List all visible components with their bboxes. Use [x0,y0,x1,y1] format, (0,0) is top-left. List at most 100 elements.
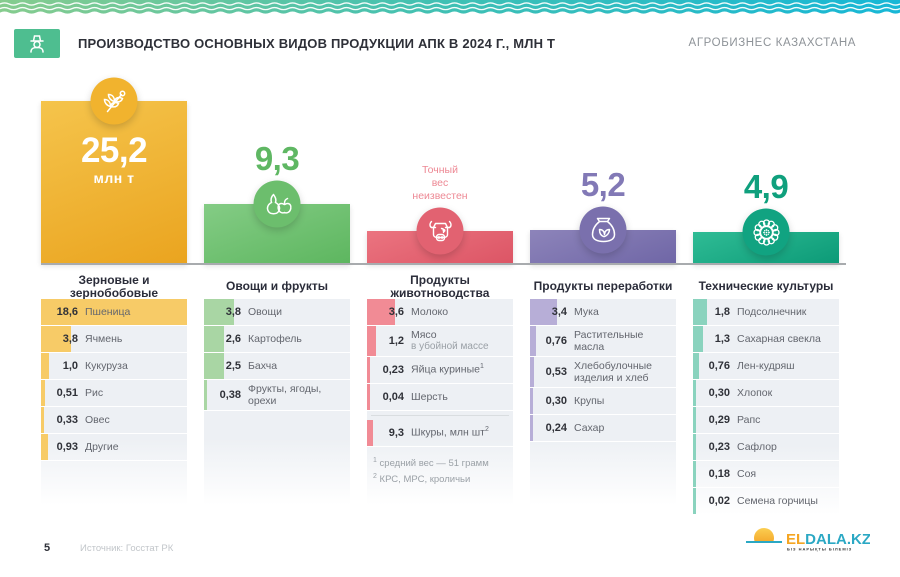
item-row: 1,3 Сахарная свекла [693,326,839,353]
category-label: Продукты переработки [533,279,673,294]
item-value: 1,2 [388,334,404,347]
item-value-bar [530,415,533,442]
category-column-3: Точный вес неизвестен Продукты животноводст… [367,64,513,515]
item-row: 3,8 Овощи [204,299,350,326]
flour-sack-icon [579,206,627,254]
item-row: 2,6 Картофель [204,326,350,353]
item-value-bar [530,357,534,388]
sunflower-icon [742,208,790,256]
item-value-bar [41,380,45,406]
category-label: Продукты животноводства [390,272,490,300]
item-value-bar [693,326,703,352]
item-row: 0,76 Лен-кудряш [693,353,839,380]
svg-text:ELDALA.KZ: ELDALA.KZ [786,531,870,548]
item-row: 0,38 Фрукты, ягоды, орехи [204,380,350,412]
item-label: Овощи [248,305,282,318]
item-value-bar [367,299,395,325]
item-label: Фрукты, ягоды, орехи [248,383,322,408]
item-row: 0,93 Другие [41,434,187,461]
item-row: 0,30 Хлопок [693,380,839,407]
item-value: 0,02 [708,495,730,507]
item-value-bar [204,326,224,352]
cow-icon [416,207,464,255]
item-row: 0,02 Семена горчицы [693,488,839,515]
item-value-bar [693,461,696,487]
item-label: Подсолнечник [737,305,807,318]
eldala-logo: ELDALA.KZ БІЗ НАРЫҚТЫ БІЛЕМІЗ [746,528,870,552]
footnote: 1 средний вес — 51 грамм [373,456,489,469]
divider [371,414,509,416]
item-label: Шерсть [411,390,448,403]
item-value-bar [367,356,370,383]
item-value: 1,0 [62,360,78,372]
category-label: Технические культуры [698,279,834,294]
item-value-bar [693,353,699,379]
item-row: 0,51 Рис [41,380,187,407]
item-value-bar [41,326,71,352]
item-label: Сахар [574,422,605,435]
item-value: 0,33 [56,414,78,426]
item-value: 18,6 [56,306,78,318]
item-value: 3,6 [388,306,404,318]
logo-part1: EL [786,531,805,548]
total-unit: млн т [93,169,135,186]
category-bar [41,101,187,264]
item-row: 1,2 Мясо в убойной массе [367,326,513,357]
item-value-bar [41,353,49,379]
item-value: 0,04 [382,390,404,403]
item-label: Кукуруза [85,359,128,372]
page-number: 5 [44,542,51,554]
logo-part2: DALA.KZ [805,531,870,548]
item-label: Хлебобулочные изделия и хлеб [574,360,653,385]
item-value-bar [204,299,234,325]
item-row: 0,53 Хлебобулочные изделия и хлеб [530,357,676,389]
item-value-bar [693,380,696,406]
chart-zone: Точный вес неизвестен [367,64,513,264]
item-label: Другие [85,440,119,453]
item-row: 9,3 Шкуры, млн шт2 [367,419,513,447]
item-value: 0,76 [545,335,567,348]
weight-unknown-note: Точный вес неизвестен [412,164,468,203]
item-label: Крупы [574,395,605,408]
total-value: 25,2 [80,130,148,170]
item-row: 3,8 Ячмень [41,326,187,353]
item-row: 1,0 Кукуруза [41,353,187,380]
item-label: Картофель [248,332,302,345]
item-label: Растительные масла [574,329,644,354]
item-value: 0,93 [56,441,78,453]
item-value-bar [693,299,707,325]
sun-icon [754,528,774,541]
brand-label: АГРОБИЗНЕС КАЗАХСТАНА [688,37,856,49]
item-value: 2,5 [225,360,241,372]
item-label: Семена горчицы [737,494,818,507]
items-panel: 3,4 Мука 0,76 Растительные масла 0,53 Хлебобу… [530,299,676,505]
items-panel: 3,6 Молоко 1,2 Мясо в убойной массе 0,23 Яйца … [367,299,513,505]
item-value: 2,6 [225,333,241,345]
item-value: 0,18 [708,468,730,480]
category-column-4: 5,2 Продукты переработки 3,4 Мука 0,76 Растит… [530,64,676,515]
farmer-icon [14,28,60,58]
logo-tagline: БІЗ НАРЫҚТЫ БІЛЕМІЗ [787,547,852,552]
item-label: Сафлор [737,440,777,453]
item-value: 0,23 [382,363,404,376]
item-label: Лен-кудряш [737,359,795,372]
item-value: 1,8 [714,306,730,318]
item-row: 0,76 Растительные масла [530,326,676,358]
item-value: 0,30 [708,387,730,399]
item-row: 0,29 Рапс [693,407,839,434]
item-value: 0,76 [708,360,730,372]
chart-zone: 25,2 млн т [41,64,187,264]
item-value: 3,4 [551,306,567,318]
item-row: 0,23 Сафлор [693,434,839,461]
item-row: 1,8 Подсолнечник [693,299,839,326]
item-value: 0,51 [56,387,78,399]
items-panel: 3,8 Овощи 2,6 Картофель 2,5 Бахча 0,38 Фрукты, … [204,299,350,505]
page-title: ПРОИЗВОДСТВО ОСНОВНЫХ ВИДОВ ПРОДУКЦИИ АП… [78,35,556,51]
item-value-bar [530,299,557,325]
items-panel: 1,8 Подсолнечник 1,3 Сахарная свекла 0,76 Лен… [693,299,839,515]
item-value-bar [204,353,224,379]
item-label: Рис [85,386,104,399]
item-value: 9,3 [388,426,404,439]
item-row: 0,04 Шерсть [367,383,513,411]
